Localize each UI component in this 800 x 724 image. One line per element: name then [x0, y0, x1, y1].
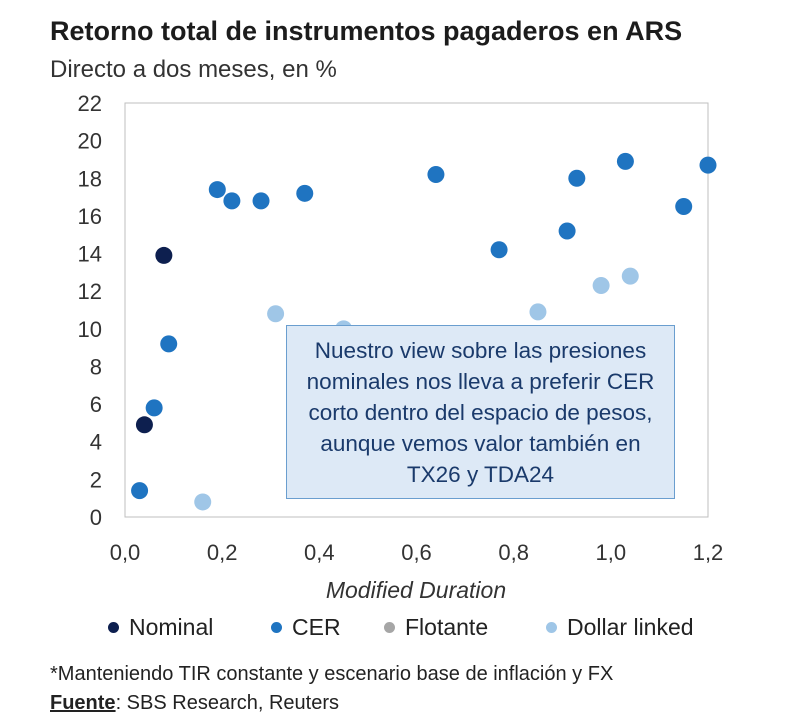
data-point-dollar-linked [621, 267, 639, 285]
y-tick-label: 6 [90, 392, 102, 417]
legend-marker-nominal [108, 622, 119, 633]
x-tick-label: 1,0 [596, 540, 627, 565]
legend-label-cer: CER [292, 614, 341, 640]
y-axis-tick-labels: 0 2 4 6 8 10 12 14 16 18 20 22 [78, 91, 102, 530]
annotation-box: Nuestro view sobre las presiones nominal… [286, 325, 675, 499]
data-point-cer [252, 192, 270, 210]
y-tick-label: 16 [78, 204, 102, 229]
data-point-cer [160, 335, 178, 353]
data-point-cer [208, 181, 226, 199]
data-point-nominal [155, 246, 173, 264]
x-tick-label: 0,2 [207, 540, 238, 565]
source-line: Fuente: SBS Research, Reuters [50, 692, 339, 715]
source-text: : SBS Research, Reuters [115, 692, 339, 714]
data-point-cer [699, 156, 717, 174]
x-tick-label: 0,4 [304, 540, 335, 565]
y-tick-label: 18 [78, 166, 102, 191]
x-tick-label: 1,2 [693, 540, 724, 565]
x-tick-label: 0,6 [401, 540, 432, 565]
legend-marker-dollar-linked [546, 622, 557, 633]
data-point-dollar-linked [592, 277, 610, 295]
y-tick-label: 4 [90, 430, 102, 455]
x-axis-tick-labels: 0,0 0,2 0,4 0,6 0,8 1,0 1,2 [110, 540, 724, 565]
data-point-nominal [135, 416, 153, 434]
legend-label-dollar-linked: Dollar linked [567, 614, 694, 640]
chart-subtitle: Directo a dos meses, en % [50, 56, 337, 83]
data-point-cer [616, 152, 634, 170]
data-point-dollar-linked [194, 493, 212, 511]
source-label: Fuente [50, 692, 116, 714]
data-point-cer [558, 222, 576, 240]
data-point-cer [490, 241, 508, 259]
data-point-cer [296, 184, 314, 202]
annotation-text: Nuestro view sobre las presiones nominal… [306, 337, 655, 487]
y-tick-label: 8 [90, 354, 102, 379]
data-point-dollar-linked [267, 305, 285, 323]
x-axis-label: Modified Duration [326, 577, 506, 603]
legend-label-flotante: Flotante [405, 614, 489, 640]
legend-marker-flotante [384, 622, 395, 633]
x-tick-label: 0,8 [498, 540, 529, 565]
legend-item-nominal: Nominal [108, 614, 213, 641]
data-point-cer [145, 399, 163, 417]
y-tick-label: 12 [78, 279, 102, 304]
data-point-cer [675, 198, 693, 215]
plot-area [124, 102, 709, 518]
legend-label-nominal: Nominal [129, 614, 214, 640]
legend-item-flotante: Flotante [384, 614, 488, 641]
data-point-dollar-linked [529, 303, 547, 321]
y-tick-label: 22 [78, 91, 102, 116]
y-tick-label: 0 [90, 505, 102, 530]
scatter-chart: 0 2 4 6 8 10 12 14 16 18 20 22 0,0 0,2 0,4 0,6 0,8 1,0 1,… [78, 91, 724, 603]
footnote: *Manteniendo TIR constante y escenario b… [50, 663, 614, 685]
data-point-cer [427, 166, 445, 184]
data-point-cer [568, 169, 586, 187]
legend: Nominal CER Flotante Dollar linked [0, 614, 800, 646]
legend-item-dollar-linked: Dollar linked [546, 614, 694, 641]
chart-title: Retorno total de instrumentos pagaderos … [50, 16, 683, 46]
legend-marker-cer [271, 622, 282, 633]
data-point-cer [131, 482, 149, 500]
y-tick-label: 14 [78, 242, 102, 267]
y-tick-label: 2 [90, 467, 102, 492]
y-tick-label: 10 [78, 317, 102, 342]
legend-item-cer: CER [271, 614, 341, 641]
y-tick-label: 20 [78, 129, 102, 154]
x-tick-label: 0,0 [110, 540, 141, 565]
data-point-cer [223, 192, 241, 210]
